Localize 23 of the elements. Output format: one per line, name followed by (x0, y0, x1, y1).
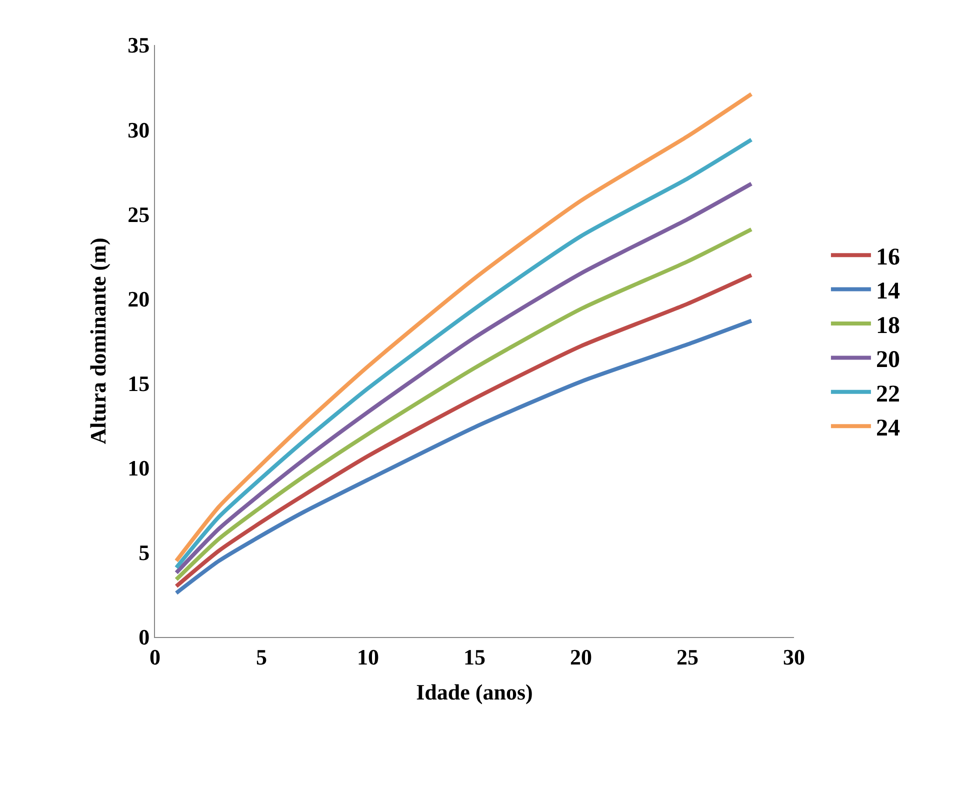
y-tick-label: 10 (128, 456, 150, 481)
legend-label: 14 (876, 278, 900, 305)
legend-label: 20 (876, 347, 900, 374)
x-tick-label: 5 (256, 644, 267, 670)
x-tick-label: 10 (357, 644, 379, 670)
legend-label: 16 (876, 244, 900, 270)
legend-label: 24 (876, 415, 900, 442)
y-tick-label: 20 (128, 286, 150, 312)
legend-label: 18 (876, 312, 900, 339)
x-tick-label: 15 (464, 644, 486, 670)
x-axis-title: Idade (anos) (416, 679, 533, 704)
x-tick-label: 25 (676, 644, 698, 670)
y-tick-label: 15 (128, 370, 150, 396)
y-tick-label: 0 (138, 624, 150, 650)
x-tick-label: 30 (783, 644, 805, 670)
y-tick-label: 5 (138, 540, 150, 566)
y-tick-label: 35 (128, 32, 150, 58)
y-tick-label: 25 (128, 202, 150, 227)
x-tick-label: 20 (570, 644, 592, 670)
line-series (174, 318, 754, 596)
y-axis-title: Altura dominante (m) (85, 238, 110, 444)
legend-label: 22 (876, 381, 900, 408)
y-tick-label: 30 (128, 117, 150, 142)
